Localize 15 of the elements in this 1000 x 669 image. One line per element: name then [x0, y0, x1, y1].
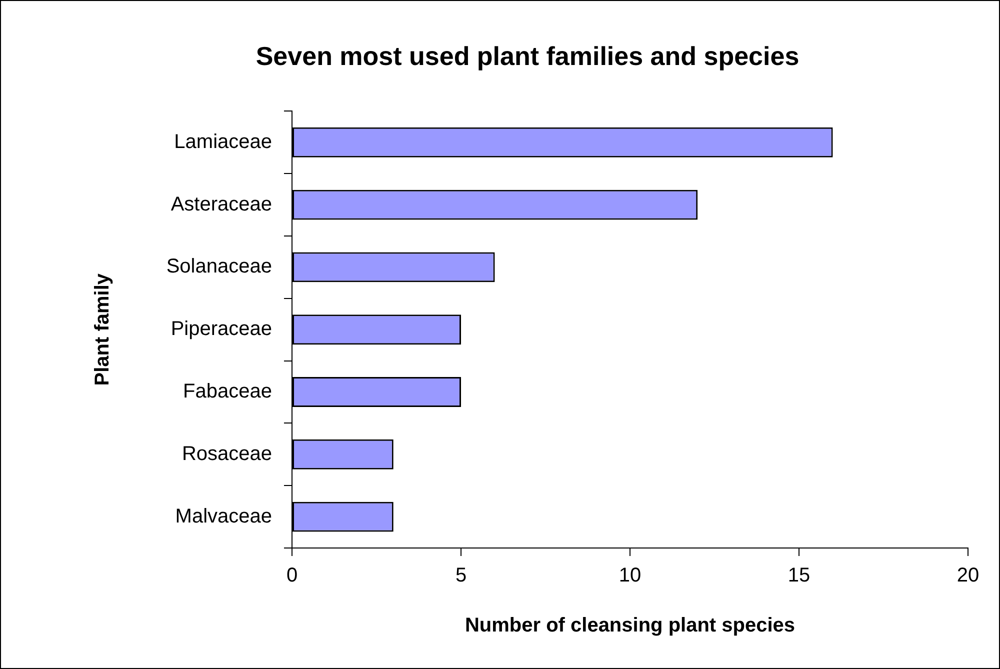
x-tick-label: 10 [618, 564, 642, 587]
y-tick-label: Asteraceae [170, 193, 272, 216]
x-tick-label: 20 [956, 564, 980, 587]
x-tick-label: 0 [286, 564, 298, 587]
y-axis-title: Plant family [92, 272, 114, 386]
y-tick-label: Fabaceae [183, 380, 272, 403]
y-tick-label: Piperaceae [170, 318, 272, 340]
x-tick-label: 15 [788, 564, 810, 587]
x-axis-title: Number of cleansing plant species [464, 614, 796, 637]
x-tick-label: 5 [455, 564, 467, 587]
y-tick-label: Solanaceae [166, 256, 272, 278]
y-tick-label: Lamiaceae [174, 130, 272, 153]
y-tick-label: Rosaceae [182, 442, 272, 465]
y-tick-label: Malvaceae [175, 505, 272, 528]
chart-title: Seven most used plant families and species [256, 40, 800, 71]
